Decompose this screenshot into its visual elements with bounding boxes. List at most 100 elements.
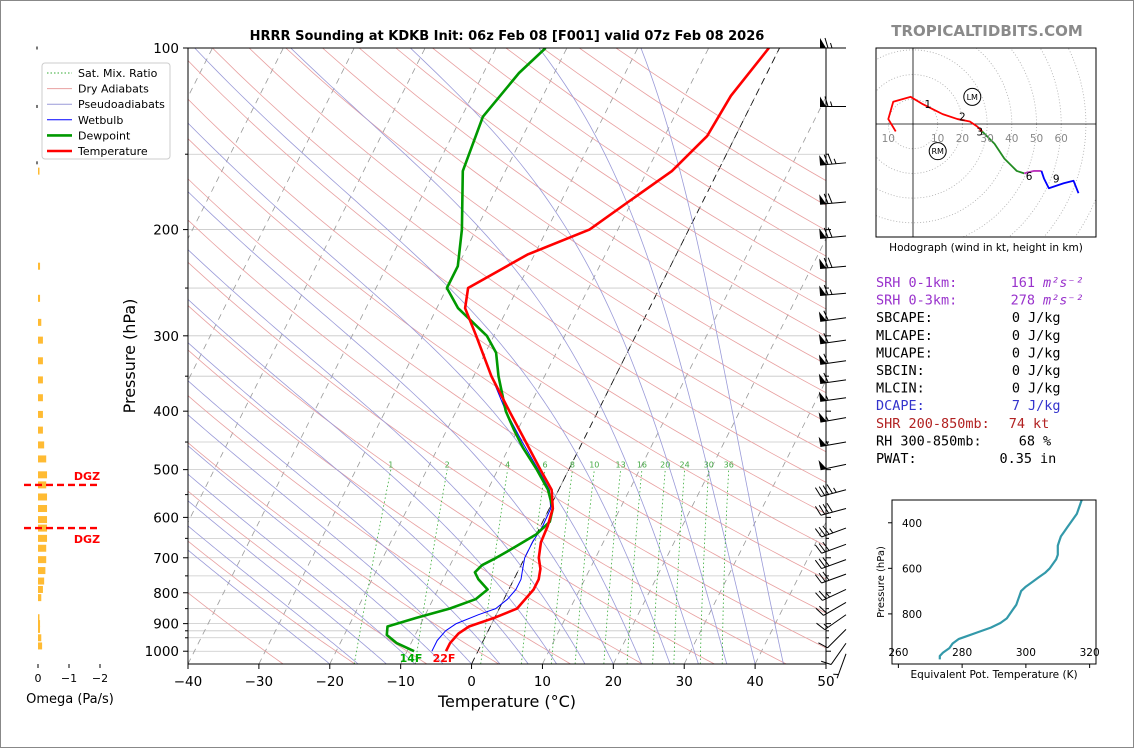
mixing-ratio-line	[574, 469, 595, 664]
omega-x-tick-label: −2	[92, 672, 108, 685]
mixing-ratio-line	[721, 469, 730, 664]
moist-adiabat-line	[188, 191, 614, 664]
isotherm-line	[188, 48, 355, 382]
wind-barb	[818, 436, 847, 448]
moist-adiabat-line	[188, 122, 643, 664]
omega-x-tick-label: −1	[61, 672, 77, 685]
index-label: SBCIN:	[876, 363, 925, 379]
legend-label: Pseudoadiabats	[78, 98, 165, 111]
index-unit: J/kg	[1028, 310, 1061, 326]
isotherm-line	[612, 237, 826, 664]
theta-e-ylabel: Pressure (hPa)	[876, 546, 887, 618]
omega-bar	[38, 357, 43, 365]
hodograph-ring-label: 60	[1055, 133, 1068, 145]
right-mover-marker	[928, 142, 947, 161]
wind-barb	[819, 284, 847, 296]
hodograph-ring-label: 10	[931, 133, 944, 145]
isotherm-line	[258, 48, 568, 664]
moist-adiabat-line	[188, 445, 444, 664]
isotherm-line	[542, 95, 826, 664]
mixing-ratio-label: 13	[616, 461, 626, 470]
left-mover-marker	[963, 87, 982, 106]
omega-bar	[38, 524, 48, 532]
index-label: SBCAPE:	[876, 310, 933, 326]
moist-adiabat-line	[410, 48, 728, 664]
omega-axis-mark	[36, 46, 38, 50]
omega-bar	[38, 625, 41, 633]
omega-bar	[38, 336, 43, 344]
dewpoint-profile	[385, 48, 555, 653]
index-row: DCAPE: 7 J/kg	[876, 398, 1061, 414]
index-unit: m²s⁻²	[1042, 275, 1084, 291]
omega-bar	[38, 318, 42, 326]
omega-bar	[38, 455, 47, 463]
theta-e-profile	[938, 500, 1083, 660]
legend-label: Sat. Mix. Ratio	[78, 67, 158, 80]
theta-e-y-tick-label: 800	[902, 609, 922, 621]
wind-barb	[818, 459, 847, 471]
x-tick-label: −20	[316, 674, 345, 690]
omega-bar	[38, 585, 43, 593]
surface-dewpoint-label: 14F	[400, 652, 423, 665]
brand-text: TROPICALTIDBITS.COM	[891, 22, 1083, 40]
hodograph-height-label: 9	[1053, 173, 1060, 185]
index-row: MLCIN: 0 J/kg	[876, 381, 1061, 397]
mixing-ratio-label: 10	[589, 461, 599, 470]
wind-barb	[833, 653, 847, 679]
skewt-ylabel: Pressure (hPa)	[120, 299, 139, 414]
moist-adiabat-line	[188, 549, 331, 664]
omega-bar	[38, 262, 41, 270]
dgz-label: DGZ	[74, 470, 100, 483]
mixing-ratio-label: 24	[680, 461, 690, 470]
omega-x-tick-label: 0	[35, 672, 42, 685]
moist-adiabat-line	[188, 525, 359, 664]
hodograph-plot: 10 10 20 30 40 50 60 1 23 6 9 LM RM	[876, 48, 1096, 237]
y-tick-label: 600	[153, 510, 179, 526]
index-label: MLCIN:	[876, 381, 925, 397]
skewt-xlabel: Temperature (°C)	[437, 692, 576, 711]
mixing-ratio-label: 30	[704, 461, 714, 470]
hodograph: 10 10 20 30 40 50 60 1 23 6 9 LM RM	[875, 47, 1097, 238]
theta-e-y-tick-label: 400	[902, 518, 922, 530]
moist-adiabat-line	[290, 48, 699, 664]
omega-bar	[38, 556, 47, 564]
index-value: 74	[1009, 416, 1025, 432]
hodograph-frame	[875, 47, 1097, 238]
index-value: 0	[1012, 381, 1020, 397]
index-value: 0	[1012, 345, 1020, 361]
theta-e-frame	[891, 499, 1097, 665]
dry-adiabat-line	[285, 48, 826, 423]
wind-barb	[814, 557, 847, 570]
omega-xlabel: Omega (Pa/s)	[26, 692, 114, 707]
wind-barb	[814, 525, 847, 538]
wind-barb	[819, 227, 847, 239]
moist-adiabat-line	[188, 249, 586, 664]
hodograph-trace	[1023, 170, 1042, 175]
wetbulb-profile	[431, 376, 552, 652]
wind-barb	[820, 37, 846, 49]
moist-adiabat-line	[538, 48, 756, 664]
mixing-ratio-line	[480, 469, 509, 664]
omega-bar	[38, 426, 43, 434]
index-value: 68	[1019, 433, 1035, 449]
hodograph-ring-label: 40	[1005, 133, 1018, 145]
hodograph-trace	[1040, 170, 1080, 194]
omega-bar	[38, 534, 48, 542]
omega-bar	[38, 594, 42, 602]
dry-adiabat-line	[188, 138, 826, 580]
mixing-ratio-label: 8	[570, 461, 575, 470]
index-value: 0	[1012, 363, 1020, 379]
wind-barb	[819, 193, 847, 205]
wind-barb	[818, 310, 847, 322]
dry-adiabat-line	[188, 592, 284, 664]
hodograph-height-label: 1	[924, 99, 931, 111]
wind-barb	[814, 484, 847, 498]
wind-barb	[818, 629, 847, 649]
index-row: SBCAPE: 0 J/kg	[876, 310, 1061, 326]
dry-adiabat-line	[188, 395, 571, 664]
temperature-profile	[444, 48, 770, 652]
x-tick-label: 50	[817, 674, 834, 690]
index-unit: J/kg	[1028, 381, 1061, 397]
dry-adiabat-line	[188, 349, 643, 664]
